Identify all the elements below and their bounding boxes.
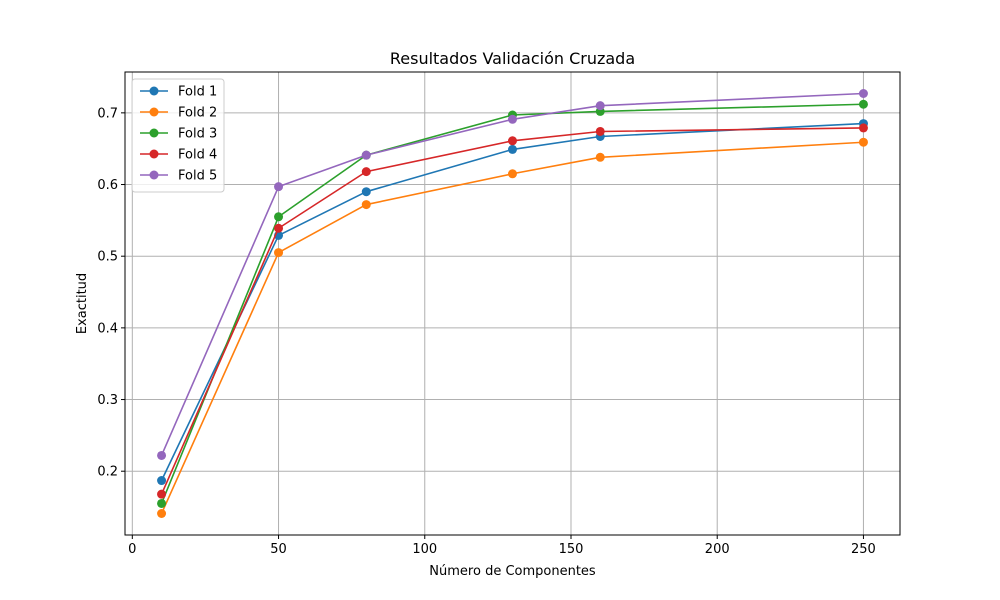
- x-tick-label: 0: [128, 542, 136, 557]
- y-tick-label: 0.6: [97, 178, 118, 193]
- series-2: [157, 137, 868, 518]
- series-line: [160, 141, 864, 514]
- legend-label: Fold 4: [178, 148, 217, 163]
- legend-marker: [149, 107, 159, 117]
- data-point: [508, 136, 517, 146]
- data-point: [595, 126, 605, 136]
- x-tick-label: 100: [412, 542, 437, 557]
- data-point: [595, 101, 605, 111]
- x-tick-label: 250: [851, 542, 876, 557]
- y-tick-label: 0.4: [97, 321, 118, 336]
- data-point: [361, 200, 371, 210]
- data-point: [157, 489, 167, 499]
- data-point: [274, 212, 284, 222]
- data-point: [858, 99, 868, 109]
- data-point: [157, 476, 167, 486]
- legend-label: Fold 2: [178, 106, 217, 121]
- legend-marker: [149, 149, 159, 159]
- legend-item: Fold 4: [140, 148, 217, 163]
- series-5: [157, 89, 868, 460]
- x-tick-label: 50: [270, 542, 287, 557]
- x-axis-label: Número de Componentes: [429, 564, 596, 579]
- y-tick-label: 0.5: [97, 250, 118, 265]
- x-tick-label: 200: [705, 542, 730, 557]
- legend-label: Fold 3: [178, 127, 217, 142]
- data-point: [274, 223, 284, 233]
- y-tick-label: 0.7: [97, 106, 118, 121]
- legend-item: Fold 3: [140, 127, 217, 142]
- legend-item: Fold 5: [140, 169, 217, 184]
- data-point: [508, 144, 517, 154]
- series-line: [160, 103, 864, 504]
- legend-marker: [149, 128, 159, 138]
- series-4: [157, 123, 868, 499]
- legend-marker: [149, 170, 159, 180]
- data-point: [508, 169, 517, 179]
- series-3: [157, 99, 868, 508]
- x-tick-label: 150: [559, 542, 584, 557]
- data-point: [858, 89, 868, 99]
- data-point: [274, 248, 284, 258]
- data-point: [157, 508, 167, 518]
- legend-marker: [149, 86, 159, 96]
- grid-lines: [125, 72, 900, 535]
- data-point: [361, 167, 371, 177]
- legend-box: [131, 78, 225, 193]
- data-point: [508, 114, 517, 124]
- series-lines: [157, 89, 868, 518]
- legend-item: Fold 1: [140, 85, 217, 100]
- data-point: [361, 187, 371, 197]
- series-line: [160, 122, 864, 481]
- legend-label: Fold 5: [178, 169, 217, 184]
- chart-title: Resultados Validación Cruzada: [390, 49, 635, 68]
- legend-label: Fold 1: [178, 85, 217, 100]
- y-tick-label: 0.3: [97, 393, 118, 408]
- data-point: [157, 450, 167, 460]
- data-point: [858, 137, 868, 147]
- data-point: [157, 498, 167, 508]
- data-point: [858, 123, 868, 133]
- data-point: [274, 182, 284, 192]
- series-line: [160, 127, 864, 495]
- legend-item: Fold 2: [140, 106, 217, 121]
- y-tick-label: 0.2: [97, 465, 118, 480]
- legend: Fold 1 Fold 2 Fold 3 Fold 4 Fold 5: [131, 78, 225, 193]
- series-line: [160, 92, 864, 456]
- data-point: [361, 150, 371, 160]
- y-axis-label: Exactitud: [75, 273, 90, 334]
- data-point: [595, 152, 605, 162]
- axis-ticks: 0 50 100 150 200 250 0.2 0.3 0.4 0.5 0.6 0.7: [97, 106, 876, 557]
- plot-frame: [124, 71, 901, 536]
